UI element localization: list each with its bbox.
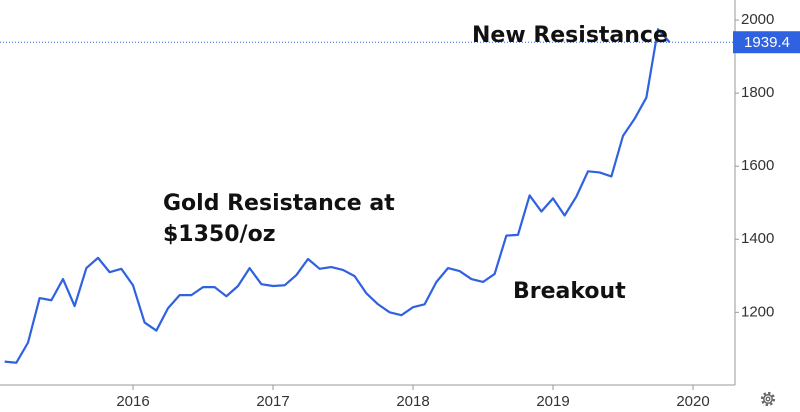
x-tick-label: 2018 (396, 393, 429, 410)
x-tick-label: 2016 (116, 393, 149, 410)
x-tick-label: 2020 (676, 393, 709, 410)
annotation: Gold Resistance at (163, 191, 395, 216)
x-tick-label: 2017 (256, 393, 289, 410)
x-tick-label: 2019 (536, 393, 569, 410)
last-value-box (733, 31, 800, 54)
y-tick-label: 2000 (741, 11, 774, 28)
y-tick-label: 1200 (741, 303, 774, 320)
annotation: Breakout (513, 279, 626, 304)
y-tick-label: 1800 (741, 84, 774, 101)
price-line (4, 28, 671, 364)
y-tick-label: 1600 (741, 157, 774, 174)
annotation: $1350/oz (163, 222, 276, 247)
last-value-label: 1939.4 (744, 34, 790, 51)
annotation: New Resistance (472, 23, 668, 48)
settings-icon[interactable] (760, 391, 776, 407)
y-tick-label: 1400 (741, 230, 774, 247)
